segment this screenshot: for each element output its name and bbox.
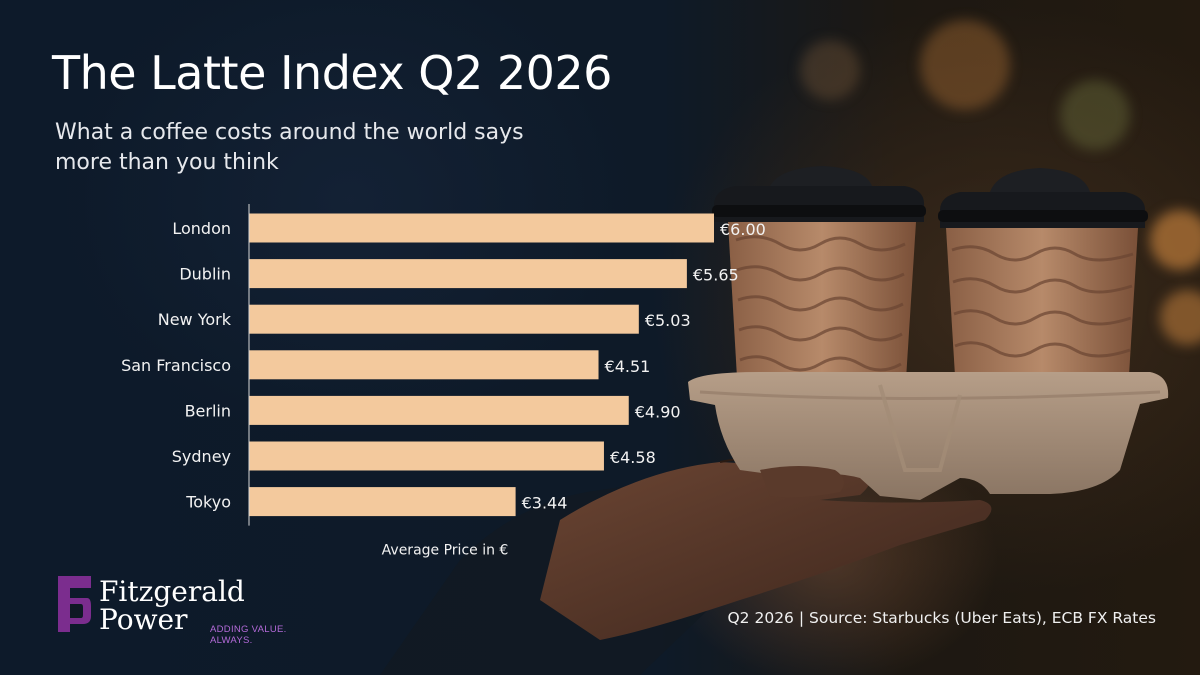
category-label: Dublin xyxy=(179,265,231,284)
bokeh-light xyxy=(1160,290,1200,345)
value-label: €4.51 xyxy=(605,357,651,376)
category-label: New York xyxy=(158,310,232,329)
bar-new-york xyxy=(249,304,639,334)
logo-tagline: ADDING VALUE. ALWAYS. xyxy=(210,624,310,646)
chart-bars: London €6.00 Dublin €5.65 New York €5.03 San F… xyxy=(121,213,766,517)
value-label: €3.44 xyxy=(522,494,568,513)
bokeh-light xyxy=(800,40,860,100)
value-label: €5.65 xyxy=(693,266,739,285)
bokeh-light xyxy=(1150,210,1200,270)
value-label: €6.00 xyxy=(720,220,766,239)
logo-name-line-2: Power xyxy=(99,603,188,636)
category-label: San Francisco xyxy=(121,356,231,375)
category-label: Sydney xyxy=(172,447,231,466)
bar-berlin xyxy=(249,395,629,425)
value-label: €4.90 xyxy=(635,402,681,421)
value-label: €4.58 xyxy=(610,448,656,467)
logo-wordmark: Fitzgerald Power xyxy=(99,578,245,634)
category-label: Berlin xyxy=(185,401,231,420)
logo-tagline-line-1: ADDING VALUE. xyxy=(210,624,287,635)
logo-tagline-line-2: ALWAYS. xyxy=(210,635,253,646)
value-label: €5.03 xyxy=(645,311,691,330)
chart-title: The Latte Index Q2 2026 xyxy=(52,46,612,100)
logo-mark-icon xyxy=(58,576,91,632)
source-note: Q2 2026 | Source: Starbucks (Uber Eats),… xyxy=(727,609,1156,627)
bar-london xyxy=(249,213,714,243)
category-label: London xyxy=(172,219,231,238)
bokeh-light xyxy=(920,20,1010,110)
chart-subtitle: What a coffee costs around the world say… xyxy=(55,120,524,175)
logo-name-line-1: Fitzgerald xyxy=(99,575,245,608)
company-logo: Fitzgerald Power ADDING VALUE. ALWAYS. xyxy=(55,574,315,654)
category-label: Tokyo xyxy=(185,493,231,512)
bar-sydney xyxy=(249,441,604,471)
bokeh-light xyxy=(1060,80,1130,150)
bar-chart: London €6.00 Dublin €5.65 New York €5.03 San F… xyxy=(121,204,766,559)
bar-tokyo xyxy=(249,487,516,517)
bar-dublin xyxy=(249,259,687,289)
x-axis-title: Average Price in € xyxy=(382,543,509,559)
bar-san-francisco xyxy=(249,350,599,380)
